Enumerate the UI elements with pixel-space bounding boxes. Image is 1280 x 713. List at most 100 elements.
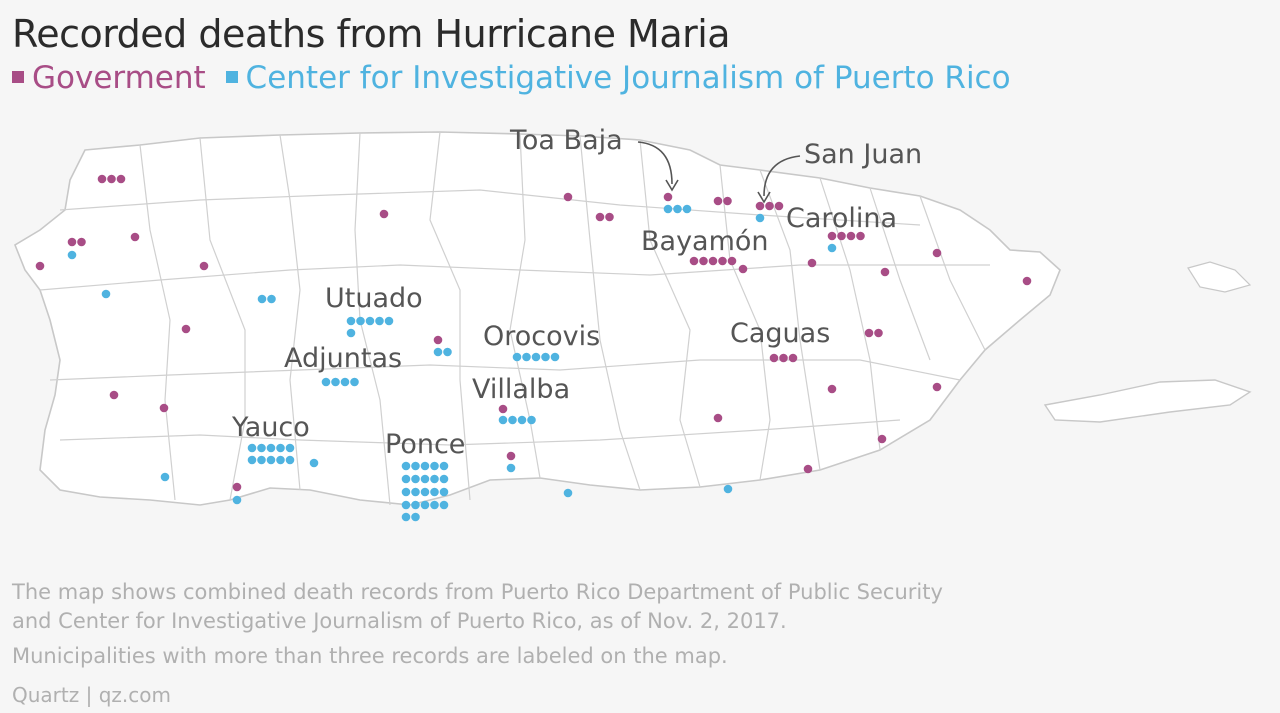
cpi-death-dot: [541, 352, 550, 362]
legend: Goverment Center for Investigative Journ…: [12, 60, 1021, 96]
cpi-death-dot: [498, 415, 508, 425]
san-juan-arrow: [763, 155, 801, 197]
government-death-dot: [595, 212, 605, 222]
legend-item-government: Goverment: [12, 60, 206, 96]
cpi-death-dot: [247, 455, 257, 465]
cpi-death-dot: [433, 347, 443, 357]
legend-swatch-government: [12, 71, 24, 83]
government-death-dot: [199, 261, 209, 271]
cpi-death-dot: [439, 487, 449, 497]
cpi-death-dot: [67, 250, 77, 260]
government-death-dot: [498, 404, 508, 414]
cpi-death-dot: [257, 443, 266, 453]
cpi-death-dot: [563, 488, 573, 498]
government-death-dot: [718, 256, 727, 266]
cpi-death-dot: [420, 487, 430, 497]
cpi-death-dot: [522, 352, 531, 362]
map-label-toa-baja: Toa Baja: [509, 125, 623, 156]
cpi-death-dot: [266, 455, 276, 465]
government-death-dot: [864, 328, 874, 338]
cpi-death-dot: [101, 289, 111, 299]
map-label-yauco: Yauco: [231, 412, 310, 443]
government-death-dot: [765, 201, 774, 211]
cpi-death-dot: [430, 500, 439, 510]
cpi-death-dot: [439, 500, 449, 510]
cpi-death-dot: [512, 352, 522, 362]
cpi-death-dot: [340, 377, 350, 387]
government-death-dot: [827, 231, 837, 241]
map-label-san-juan: San Juan: [804, 139, 922, 170]
cpi-death-dot: [401, 512, 411, 522]
footnote: The map shows combined death records fro…: [12, 578, 943, 671]
footnote-line-2: and Center for Investigative Journalism …: [12, 609, 787, 633]
cpi-death-dot: [443, 347, 452, 357]
cpi-death-dot: [411, 512, 420, 522]
cpi-death-dot: [346, 316, 356, 326]
island-outline: [14, 131, 1061, 506]
cpi-death-dot: [375, 316, 384, 326]
cpi-death-dot: [276, 455, 285, 465]
cpi-death-dot: [508, 415, 517, 425]
cpi-death-dot: [550, 352, 560, 362]
government-death-dot: [880, 267, 890, 277]
government-death-dot: [713, 196, 723, 206]
legend-label-government: Goverment: [32, 60, 206, 96]
cpi-death-dot: [365, 316, 375, 326]
cpi-death-dot: [401, 474, 411, 484]
chart-title: Recorded deaths from Hurricane Maria: [12, 12, 731, 56]
government-death-dot: [433, 335, 443, 345]
government-death-dot: [181, 324, 191, 334]
death-record-dots: [35, 174, 1032, 522]
cpi-death-dot: [232, 495, 242, 505]
cpi-death-dot: [723, 484, 733, 494]
government-death-dot: [803, 464, 813, 474]
puerto-rico-map: Toa Baja San Juan Carolina Bayamón Utuad…: [14, 125, 1252, 522]
government-death-dot: [755, 201, 765, 211]
government-death-dot: [605, 212, 614, 222]
cpi-death-dot: [411, 500, 420, 510]
cpi-death-dot: [247, 443, 257, 453]
government-death-dot: [1022, 276, 1032, 286]
government-death-dot: [723, 196, 732, 206]
cpi-death-dot: [663, 204, 673, 214]
cpi-death-dot: [527, 415, 536, 425]
government-death-dot: [727, 256, 737, 266]
government-death-dot: [932, 248, 942, 258]
footnote-line-3: Municipalities with more than three reco…: [12, 644, 728, 668]
cpi-death-dot: [309, 458, 319, 468]
cpi-death-dot: [506, 463, 516, 473]
cpi-death-dot: [346, 328, 356, 338]
government-death-dot: [689, 256, 699, 266]
government-death-dot: [856, 231, 865, 241]
cpi-death-dot: [356, 316, 365, 326]
toa-baja-arrowhead: [665, 179, 679, 192]
cpi-death-dot: [682, 204, 692, 214]
cpi-death-dot: [267, 294, 276, 304]
government-death-dot: [77, 237, 86, 247]
cpi-death-dot: [257, 294, 267, 304]
toa-baja-arrow: [637, 141, 673, 185]
cpi-death-dot: [285, 455, 295, 465]
cpi-death-dot: [439, 474, 449, 484]
footnote-line-1: The map shows combined death records fro…: [12, 580, 943, 604]
government-death-dot: [379, 209, 389, 219]
map-label-bayamon: Bayamón: [641, 226, 769, 257]
cpi-death-dot: [331, 377, 340, 387]
cpi-death-dot: [384, 316, 394, 326]
cpi-death-dot: [531, 352, 541, 362]
map-label-caguas: Caguas: [730, 318, 830, 349]
cpi-death-dot: [350, 377, 359, 387]
government-death-dot: [738, 264, 748, 274]
municipality-borders: [39, 131, 990, 506]
cpi-death-dot: [827, 243, 837, 253]
cpi-death-dot: [411, 474, 420, 484]
cpi-death-dot: [276, 443, 285, 453]
government-death-dot: [663, 192, 673, 202]
government-death-dot: [877, 434, 887, 444]
government-death-dot: [699, 256, 708, 266]
cpi-death-dot: [439, 461, 449, 471]
government-death-dot: [159, 403, 169, 413]
culebra-island: [1187, 261, 1252, 293]
government-death-dot: [97, 174, 107, 184]
cpi-death-dot: [266, 443, 276, 453]
